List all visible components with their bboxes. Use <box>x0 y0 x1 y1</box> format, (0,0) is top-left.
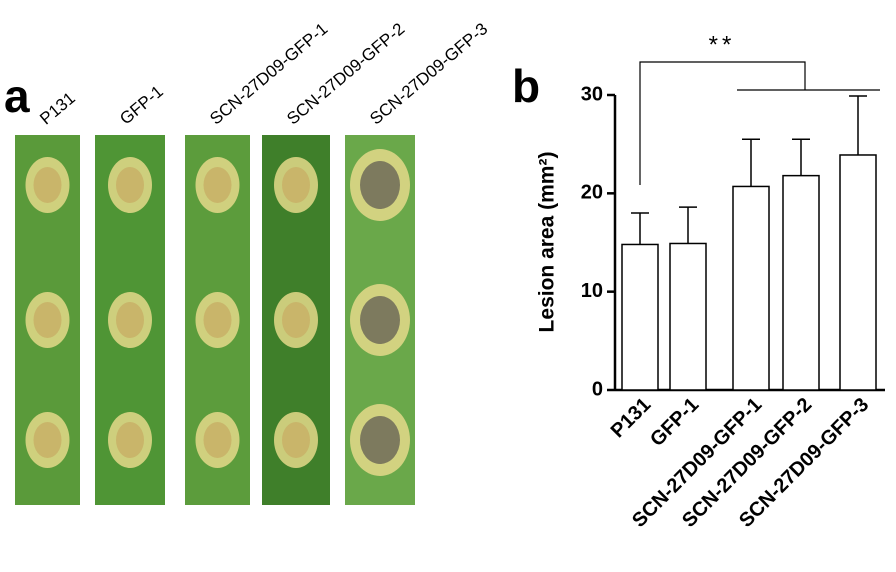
significance-bracket <box>639 61 806 185</box>
significance-label: ** <box>709 31 736 58</box>
y-tick-label: 30 <box>581 83 603 105</box>
bar <box>669 242 707 391</box>
lesion-core <box>360 296 400 344</box>
bar <box>732 185 770 391</box>
panel-letter: b <box>512 60 540 112</box>
panel-letter: a <box>4 70 30 122</box>
lesion-core <box>360 161 400 209</box>
sample-label: P131 <box>36 88 79 128</box>
x-tick-label: GFP-1 <box>646 394 703 451</box>
bar <box>782 174 820 391</box>
y-tick-label: 0 <box>592 378 603 400</box>
lesion-core <box>282 167 310 203</box>
lesion-core <box>203 422 232 458</box>
y-tick-label: 20 <box>581 182 603 204</box>
lesion-core <box>33 422 62 458</box>
leaf-photo: P131 GFP-1 SCN-27D09-GFP-1SCN-27D09-GFP-2S… <box>15 19 491 505</box>
bar <box>621 243 659 391</box>
lesion-core <box>33 302 62 338</box>
lesion-core <box>116 302 144 338</box>
lesion-core <box>33 167 62 203</box>
sample-label: GFP-1 <box>116 82 167 129</box>
lesion-core <box>203 167 232 203</box>
bar <box>839 154 877 391</box>
y-tick-label: 10 <box>581 280 603 302</box>
lesion-core <box>360 416 400 464</box>
lesion-core <box>282 302 310 338</box>
y-axis-title: Lesion area (mm²) <box>536 152 559 333</box>
lesion-core <box>116 167 144 203</box>
lesion-core <box>203 302 232 338</box>
lesion-core <box>116 422 144 458</box>
lesion-core <box>282 422 310 458</box>
